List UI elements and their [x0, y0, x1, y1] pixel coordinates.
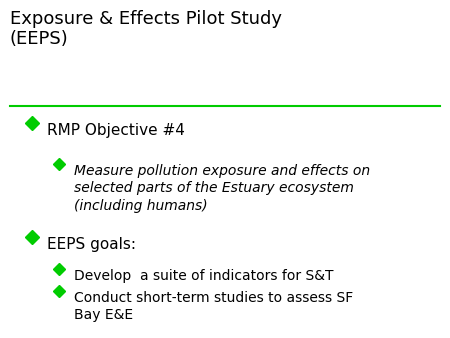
Text: EEPS goals:: EEPS goals:	[47, 237, 136, 251]
Text: Measure pollution exposure and effects on
selected parts of the Estuary ecosyste: Measure pollution exposure and effects o…	[74, 164, 370, 213]
Text: RMP Objective #4: RMP Objective #4	[47, 123, 185, 138]
Text: Conduct short-term studies to assess SF
Bay E&E: Conduct short-term studies to assess SF …	[74, 291, 354, 322]
Text: Exposure & Effects Pilot Study
(EEPS): Exposure & Effects Pilot Study (EEPS)	[10, 10, 282, 48]
Text: Develop  a suite of indicators for S&T: Develop a suite of indicators for S&T	[74, 269, 334, 283]
